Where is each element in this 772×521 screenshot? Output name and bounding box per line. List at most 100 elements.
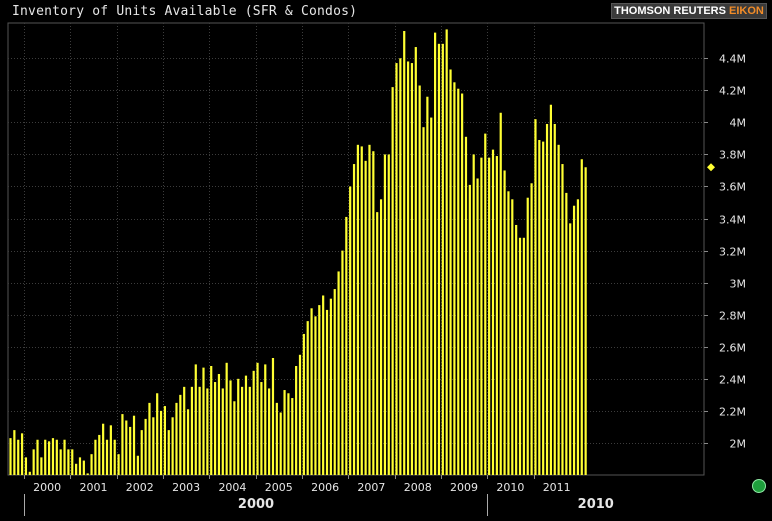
data-bar — [572, 205, 576, 476]
data-bar — [372, 151, 375, 476]
status-indicator-icon[interactable] — [752, 479, 766, 493]
data-bar — [441, 43, 444, 475]
data-bar — [163, 406, 166, 475]
data-bar — [295, 366, 298, 475]
data-bar — [306, 321, 309, 475]
decade-label: 2010 — [578, 497, 614, 512]
data-bar — [241, 386, 244, 475]
last-value-marker-icon — [707, 163, 715, 172]
data-bar — [542, 141, 545, 475]
data-bar — [480, 157, 483, 475]
data-bar — [233, 401, 236, 475]
data-bar — [337, 271, 340, 475]
data-bar — [260, 382, 263, 475]
data-bar — [376, 212, 379, 475]
data-bar — [51, 438, 55, 475]
data-bar — [399, 58, 402, 475]
data-bar — [557, 144, 560, 475]
x-tick-label: 2006 — [311, 481, 339, 494]
data-bar — [210, 366, 213, 475]
data-bar — [383, 154, 387, 475]
data-bar — [414, 47, 417, 476]
data-bar — [244, 375, 248, 475]
data-bar — [457, 88, 460, 475]
data-bar — [94, 439, 97, 475]
data-bar — [144, 418, 147, 475]
data-bar — [186, 409, 190, 475]
y-tick-label: 3.4M — [719, 214, 746, 227]
data-bar — [75, 463, 78, 475]
data-bar — [136, 455, 139, 475]
data-bar — [156, 393, 159, 475]
data-bar — [584, 167, 587, 476]
y-tick-label: 3.8M — [719, 149, 746, 162]
data-bar — [159, 410, 163, 475]
data-bar — [302, 333, 305, 475]
data-bar — [271, 357, 275, 475]
data-bar — [248, 386, 251, 475]
y-tick-label: 2.8M — [719, 310, 746, 323]
data-bar — [488, 157, 491, 475]
data-bar — [349, 186, 352, 475]
x-tick-label: 2002 — [126, 481, 154, 494]
y-tick-label: 2M — [730, 438, 747, 451]
data-bar — [422, 127, 425, 476]
data-bar — [565, 192, 568, 476]
data-bar — [507, 191, 510, 476]
data-bar — [476, 178, 479, 476]
data-bar — [453, 82, 456, 475]
data-bar — [98, 434, 101, 475]
data-bar — [190, 386, 194, 475]
data-bar — [406, 61, 410, 476]
data-bar — [82, 460, 85, 475]
data-bar — [569, 223, 572, 475]
data-bar — [333, 289, 336, 475]
data-bar — [40, 457, 43, 475]
data-bar — [484, 133, 487, 475]
data-bar — [229, 380, 232, 475]
data-bar — [445, 29, 448, 476]
data-bar — [237, 378, 240, 475]
data-bar — [55, 439, 58, 475]
data-bar — [125, 420, 128, 475]
data-bar — [175, 402, 178, 475]
data-bar — [298, 354, 302, 475]
data-bar — [464, 136, 468, 475]
y-tick-label: 2.6M — [719, 342, 746, 355]
data-bar — [318, 305, 321, 475]
data-bar — [275, 402, 278, 475]
x-tick-label: 2008 — [404, 481, 432, 494]
data-bar — [78, 457, 82, 475]
data-bar — [102, 423, 105, 475]
thomson-reuters-eikon-logo: THOMSON REUTERS EIKON — [611, 3, 767, 19]
y-tick-label: 3M — [730, 278, 747, 291]
data-bar — [322, 295, 325, 475]
data-bar — [434, 32, 437, 476]
x-tick-label: 2010 — [496, 481, 524, 494]
data-bar — [515, 224, 518, 475]
logo-text-eikon: EIKON — [729, 5, 764, 17]
data-bar — [105, 439, 109, 475]
data-bar — [325, 309, 329, 475]
data-bar — [148, 402, 151, 475]
data-bar — [426, 96, 429, 475]
data-bar — [167, 430, 170, 475]
chart-title: Inventory of Units Available (SFR & Cond… — [12, 4, 358, 19]
x-tick-label: 2001 — [79, 481, 107, 494]
data-bar — [20, 433, 24, 475]
data-bar — [553, 123, 556, 475]
data-bar — [279, 412, 282, 475]
decade-label: 2000 — [238, 497, 274, 512]
data-bar — [268, 388, 271, 475]
data-bar — [526, 197, 529, 475]
y-tick-label: 4.2M — [719, 85, 746, 98]
data-bar — [194, 364, 197, 475]
x-tick-label: 2003 — [172, 481, 200, 494]
data-bar — [518, 237, 522, 475]
data-bar — [341, 250, 344, 475]
plot-area — [7, 22, 705, 476]
data-bar — [360, 146, 363, 475]
data-bar — [403, 31, 406, 475]
